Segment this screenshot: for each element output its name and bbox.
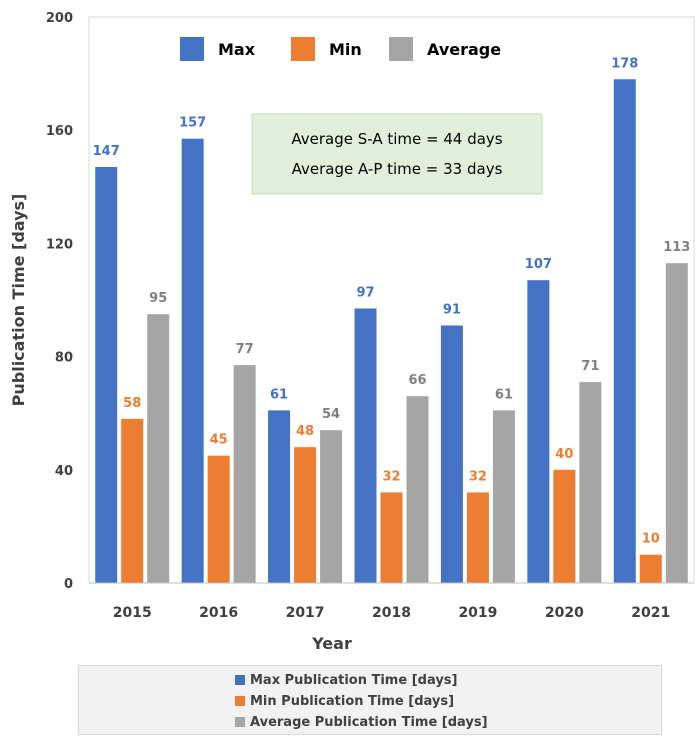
legend-swatch-min: [291, 37, 315, 61]
bar-average-2019: [492, 410, 515, 583]
x-tick-label: 2018: [372, 605, 411, 621]
bar-average-2021: [665, 263, 688, 583]
data-label-max-2019: 91: [443, 302, 461, 317]
data-label-min-2015: 58: [123, 396, 141, 411]
data-label-max-2018: 97: [356, 285, 374, 300]
bar-min-2021: [639, 554, 662, 583]
x-tick-label: 2019: [458, 605, 497, 621]
y-tick-label: 160: [46, 124, 73, 139]
y-tick-label: 0: [64, 577, 73, 592]
x-tick-label: 2021: [631, 605, 670, 621]
data-label-max-2020: 107: [525, 257, 552, 272]
legend-label-min: Min: [329, 40, 362, 59]
bar-average-2017: [320, 430, 343, 583]
y-axis-title: Publication Time [days]: [9, 194, 28, 407]
bar-average-2016: [233, 365, 256, 583]
annotation-box: [251, 113, 543, 195]
data-label-average-2021: 113: [663, 240, 690, 255]
bar-average-2015: [147, 314, 170, 583]
data-label-average-2020: 71: [581, 359, 599, 374]
legend-swatch-average: [389, 37, 413, 61]
bottom-legend-swatch-average: [235, 717, 245, 727]
bar-max-2017: [268, 410, 291, 583]
bottom-legend-swatch-max: [235, 675, 245, 685]
data-label-min-2016: 45: [210, 433, 228, 448]
y-tick-label: 80: [55, 351, 73, 366]
bar-max-2020: [527, 280, 550, 583]
bar-max-2016: [181, 138, 204, 583]
annotation-line-2: Average A-P time = 33 days: [292, 160, 503, 178]
data-label-max-2021: 178: [611, 56, 638, 71]
legend-label-average: Average: [427, 40, 501, 59]
bar-min-2017: [294, 447, 317, 583]
data-label-max-2015: 147: [93, 144, 120, 159]
bar-average-2020: [579, 382, 602, 583]
bottom-legend-item-average: Average Publication Time [days]: [235, 712, 488, 732]
data-label-min-2018: 32: [382, 469, 400, 484]
y-tick-label: 120: [46, 237, 73, 252]
data-label-min-2021: 10: [642, 532, 660, 547]
bottom-legend-label-max: Max Publication Time [days]: [250, 672, 458, 688]
data-label-average-2019: 61: [495, 387, 513, 402]
data-label-min-2020: 40: [555, 447, 573, 462]
bar-max-2019: [440, 325, 463, 583]
x-tick-label: 2015: [113, 605, 152, 621]
y-tick-label: 200: [46, 11, 73, 26]
bar-min-2020: [553, 469, 576, 583]
bar-min-2016: [207, 455, 230, 583]
data-label-average-2015: 95: [149, 291, 167, 306]
data-label-min-2017: 48: [296, 424, 314, 439]
data-label-average-2017: 54: [322, 407, 340, 422]
data-label-min-2019: 32: [469, 469, 487, 484]
bar-max-2018: [354, 308, 377, 583]
data-label-average-2018: 66: [408, 373, 426, 388]
data-label-max-2017: 61: [270, 387, 288, 402]
bottom-legend-label-average: Average Publication Time [days]: [250, 714, 488, 730]
x-tick-label: 2020: [545, 605, 584, 621]
bottom-legend-swatch-min: [235, 696, 245, 706]
x-tick-label: 2016: [199, 605, 238, 621]
y-tick-label: 40: [55, 464, 73, 479]
bar-max-2021: [613, 79, 636, 583]
bottom-legend-item-min: Min Publication Time [days]: [235, 691, 454, 711]
bottom-legend-label-min: Min Publication Time [days]: [250, 693, 455, 709]
annotation-line-1: Average S-A time = 44 days: [291, 130, 502, 148]
bar-average-2018: [406, 396, 429, 583]
bar-min-2018: [380, 492, 403, 583]
bar-max-2015: [95, 166, 118, 584]
bar-min-2015: [121, 418, 144, 583]
legend-label-max: Max: [218, 40, 256, 59]
data-label-average-2016: 77: [236, 342, 254, 357]
bar-min-2019: [466, 492, 489, 583]
bottom-legend: Max Publication Time [days] Min Publicat…: [78, 665, 662, 735]
x-axis-title: Year: [311, 634, 352, 653]
data-label-max-2016: 157: [179, 116, 206, 131]
legend-swatch-max: [180, 37, 204, 61]
x-tick-label: 2017: [286, 605, 325, 621]
bottom-legend-item-max: Max Publication Time [days]: [235, 670, 457, 690]
